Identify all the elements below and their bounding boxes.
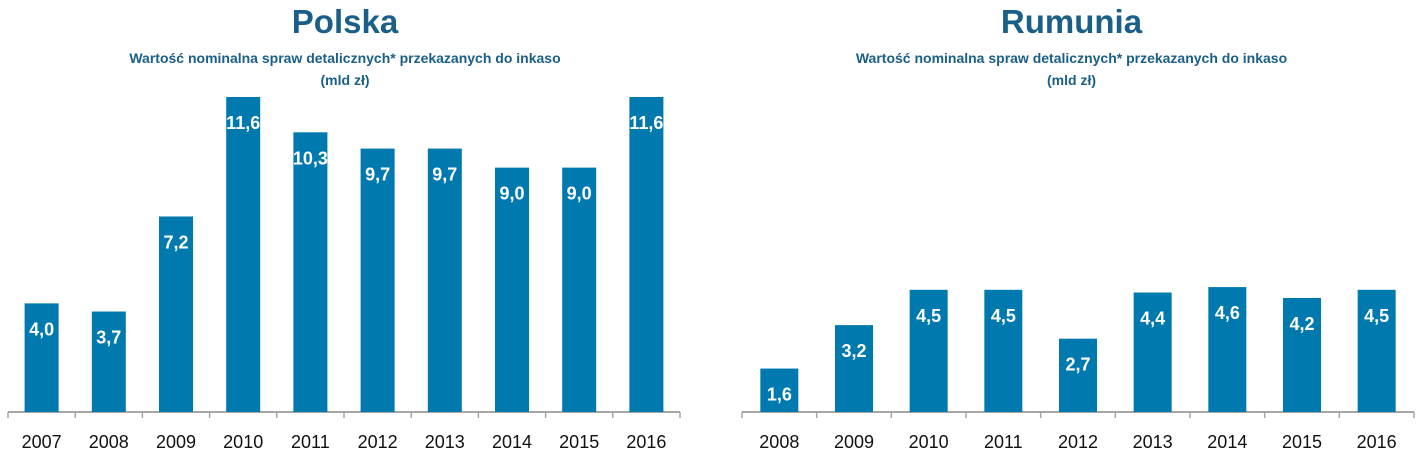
x-tick-label: 2009 xyxy=(834,432,874,452)
x-tick-label: 2007 xyxy=(22,432,62,452)
data-label: 4,5 xyxy=(916,306,941,326)
data-label: 7,2 xyxy=(163,232,188,252)
chart-unit: (mld zł) xyxy=(1047,72,1096,88)
bar-chart-rumunia: 1,6 2008 3,2 2009 4,5 2010 4,5 2011 2,7 2012 4,4 20… xyxy=(741,287,1415,452)
bar xyxy=(159,216,193,412)
bar xyxy=(909,289,948,412)
bar xyxy=(1357,289,1396,412)
bar xyxy=(24,303,59,412)
bar xyxy=(91,311,126,412)
data-label: 9,0 xyxy=(567,184,592,204)
x-tick-label: 2013 xyxy=(1133,432,1173,452)
x-tick-label: 2008 xyxy=(759,432,799,452)
chart-unit: (mld zł) xyxy=(320,72,370,88)
x-tick-label: 2010 xyxy=(909,432,949,452)
data-label: 4,5 xyxy=(991,306,1016,326)
data-label: 4,2 xyxy=(1289,314,1314,334)
bar xyxy=(226,97,261,412)
bar xyxy=(1059,338,1097,412)
x-tick-label: 2016 xyxy=(1357,432,1397,452)
x-tick-label: 2012 xyxy=(358,432,398,452)
x-tick-label: 2014 xyxy=(492,432,532,452)
data-label: 1,6 xyxy=(767,385,792,405)
x-tick-label: 2015 xyxy=(1282,432,1322,452)
bar xyxy=(427,148,462,412)
data-label: 9,7 xyxy=(365,165,390,185)
bar xyxy=(360,148,395,412)
x-tick-label: 2013 xyxy=(425,432,465,452)
bar xyxy=(1208,287,1247,412)
data-label: 9,7 xyxy=(432,165,457,185)
bar xyxy=(293,132,328,412)
chart-subtitle: Wartość nominalna spraw detalicznych* pr… xyxy=(129,50,561,66)
data-label: 9,0 xyxy=(499,184,524,204)
bar xyxy=(562,167,597,412)
chart-panel-rumunia: Rumunia Wartość nominalna spraw detalicz… xyxy=(720,0,1423,455)
data-label: 4,0 xyxy=(29,319,54,339)
data-label: 2,7 xyxy=(1065,355,1090,375)
x-tick-label: 2008 xyxy=(89,432,129,452)
data-label: 4,4 xyxy=(1140,309,1165,329)
x-tick-label: 2011 xyxy=(291,432,330,452)
x-tick-label: 2009 xyxy=(156,432,196,452)
data-label: 4,5 xyxy=(1364,306,1389,326)
chart-title: Polska xyxy=(291,3,399,40)
bar xyxy=(760,368,799,412)
data-label: 4,6 xyxy=(1215,303,1240,323)
x-tick-label: 2010 xyxy=(223,432,263,452)
bar xyxy=(495,167,529,412)
x-tick-label: 2014 xyxy=(1207,432,1247,452)
bar xyxy=(984,289,1023,412)
x-tick-label: 2016 xyxy=(626,432,666,452)
x-tick-label: 2015 xyxy=(559,432,599,452)
data-label: 11,6 xyxy=(629,113,663,133)
bar xyxy=(1133,292,1172,412)
x-tick-label: 2012 xyxy=(1058,432,1098,452)
chart-title: Rumunia xyxy=(1000,3,1143,40)
data-label: 11,6 xyxy=(226,113,260,133)
data-label: 3,7 xyxy=(96,328,121,348)
chart-panel-polska: Polska Wartość nominalna spraw detaliczn… xyxy=(0,0,690,455)
bar xyxy=(1283,297,1321,412)
bar xyxy=(629,97,664,412)
data-label: 3,2 xyxy=(841,341,866,361)
chart-subtitle: Wartość nominalna spraw detalicznych* pr… xyxy=(855,50,1288,66)
x-tick-label: 2011 xyxy=(984,432,1023,452)
data-label: 10,3 xyxy=(293,148,328,168)
bar xyxy=(835,325,873,412)
bar-chart-polska: 4,0 2007 3,7 2008 7,2 2009 11,6 2010 10,3 2011 9,7… xyxy=(7,97,681,452)
